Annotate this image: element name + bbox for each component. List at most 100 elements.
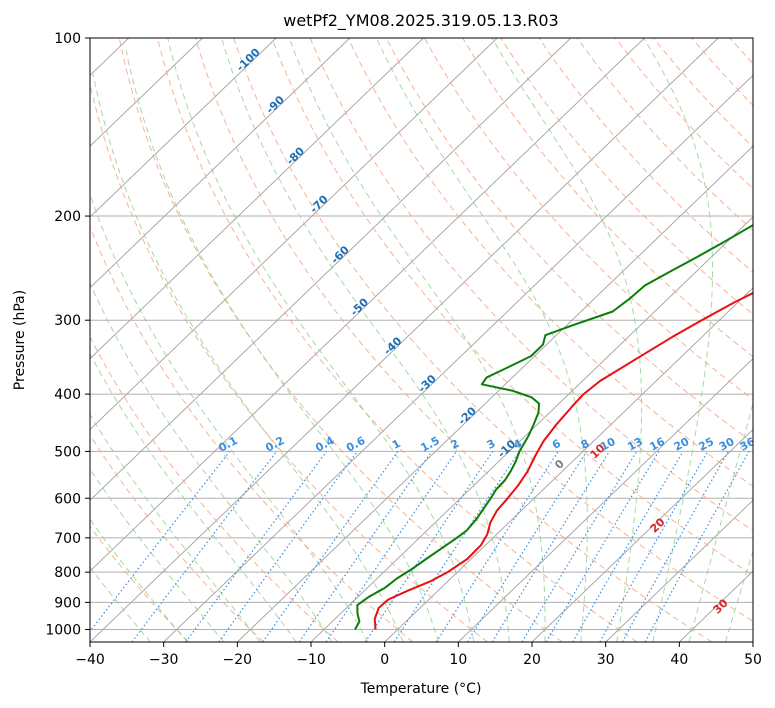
isotherm-line (90, 38, 645, 572)
dry-adiabat (653, 38, 753, 148)
x-tick-label: 10 (449, 652, 467, 668)
axis-ticks: −40 −30 −20 −10 0 10 20 30 40 5010020030040050060… (45, 31, 762, 668)
y-tick-label: 700 (54, 531, 81, 547)
dry-adiabat (576, 38, 753, 231)
x-tick-label: 0 (380, 652, 389, 668)
isotherm-line (679, 570, 753, 642)
dry-adiabat (90, 525, 190, 642)
isotherm-line (90, 38, 572, 501)
isotherm-label: -80 (284, 144, 308, 167)
x-tick-label: 30 (597, 652, 615, 668)
mixing-ratio-line (393, 451, 520, 642)
isotherm-label: -90 (264, 93, 288, 116)
isotherm-line (384, 287, 753, 642)
moist-adiabat (90, 353, 297, 642)
mixing-ratio-line (599, 451, 709, 642)
isotherm-line (90, 38, 277, 218)
isotherm-line (531, 428, 753, 642)
mixing-ratio-line (491, 451, 611, 642)
plot-frame (89, 37, 754, 643)
isotherm-line (605, 499, 753, 642)
moist-adiabat (92, 73, 404, 642)
mixing-ratio-label: 20 (672, 435, 692, 454)
isotherm-line (237, 145, 753, 642)
moist-adiabat (125, 50, 439, 642)
y-tick-label: 500 (54, 444, 81, 460)
mixing-ratio-line (521, 451, 638, 642)
x-tick-label: 20 (523, 652, 541, 668)
theta-e-label: 40 (772, 682, 775, 702)
x-tick-label: 40 (670, 652, 688, 668)
isotherm-label: -50 (348, 295, 372, 318)
temperature-line (373, 291, 753, 630)
isotherm-line (310, 216, 753, 642)
isotherm-line (90, 38, 498, 431)
moist-adiabat (288, 38, 546, 642)
mixing-ratio-label: 16 (647, 435, 667, 454)
isotherm-line (90, 38, 351, 289)
mixing-ratio-line (90, 451, 231, 633)
theta-e-label: 20 (648, 515, 668, 535)
y-tick-label: 200 (54, 209, 81, 225)
dry-adiabat (538, 38, 753, 273)
dry-adiabat (195, 38, 712, 642)
isotherm-line (90, 38, 719, 642)
mixing-ratio-line (466, 451, 588, 642)
x-tick-label: 50 (744, 652, 762, 668)
y-tick-label: 1000 (45, 622, 81, 638)
mixing-ratio-label: 25 (696, 435, 716, 454)
y-tick-label: 800 (54, 565, 81, 581)
y-tick-label: 300 (54, 313, 81, 329)
dry-adiabat (90, 336, 339, 642)
mixing-ratio-line (218, 451, 358, 642)
mixing-ratio-line (435, 451, 559, 642)
theta-e-label: 30 (711, 596, 731, 616)
dry-adiabat (233, 38, 753, 622)
mixing-ratio-line (325, 451, 457, 642)
isotherm-line (458, 358, 753, 642)
moist-adiabat (725, 549, 753, 642)
dry-adiabat (90, 81, 488, 642)
x-tick-label: −30 (149, 652, 179, 668)
moist-adiabat (376, 38, 588, 642)
dry-adiabat (118, 38, 563, 642)
mixing-ratio-line (621, 451, 729, 642)
mixing-ratio-line (298, 451, 433, 642)
y-tick-label: 100 (54, 31, 81, 47)
dry-adiabat (614, 38, 753, 190)
sounding-lines (354, 223, 753, 630)
mixing-ratio-line (131, 451, 278, 642)
isotherm-line (163, 74, 753, 642)
background-lines (90, 38, 753, 642)
y-tick-label: 900 (54, 595, 81, 611)
dry-adiabat (691, 38, 753, 107)
dry-adiabat (729, 38, 753, 65)
dewpoint-line (354, 223, 753, 630)
moist-adiabat (90, 192, 369, 642)
y-tick-label: 400 (54, 387, 81, 403)
zero-label: 0 (552, 457, 567, 472)
dry-adiabat (156, 38, 638, 642)
isotherm-line (90, 38, 203, 147)
mixing-ratio-label: 13 (625, 435, 645, 454)
moist-adiabat (221, 38, 510, 642)
isotherm-label: -70 (307, 193, 331, 216)
x-tick-label: −10 (296, 652, 326, 668)
mixing-ratio-line (572, 451, 684, 642)
mixing-ratio-line (185, 451, 328, 642)
x-tick-label: −20 (223, 652, 253, 668)
moist-adiabat (643, 38, 714, 642)
mixing-ratio-label: 36 (738, 435, 758, 454)
mixing-ratio-line (262, 451, 399, 642)
isotherm-label: -20 (456, 404, 480, 427)
isotherm-label: -40 (381, 334, 405, 357)
y-axis-label: Pressure (hPa) (12, 290, 28, 390)
moist-adiabat (688, 401, 753, 642)
mixing-ratio-label: 30 (717, 435, 737, 454)
chart-title: wetPf2_YM08.2025.319.05.13.R03 (283, 11, 558, 31)
isotherm-label: -60 (328, 243, 352, 266)
isotherm-line (752, 641, 753, 642)
mixing-ratio-label: 2 (448, 437, 461, 452)
x-tick-label: −40 (75, 652, 105, 668)
